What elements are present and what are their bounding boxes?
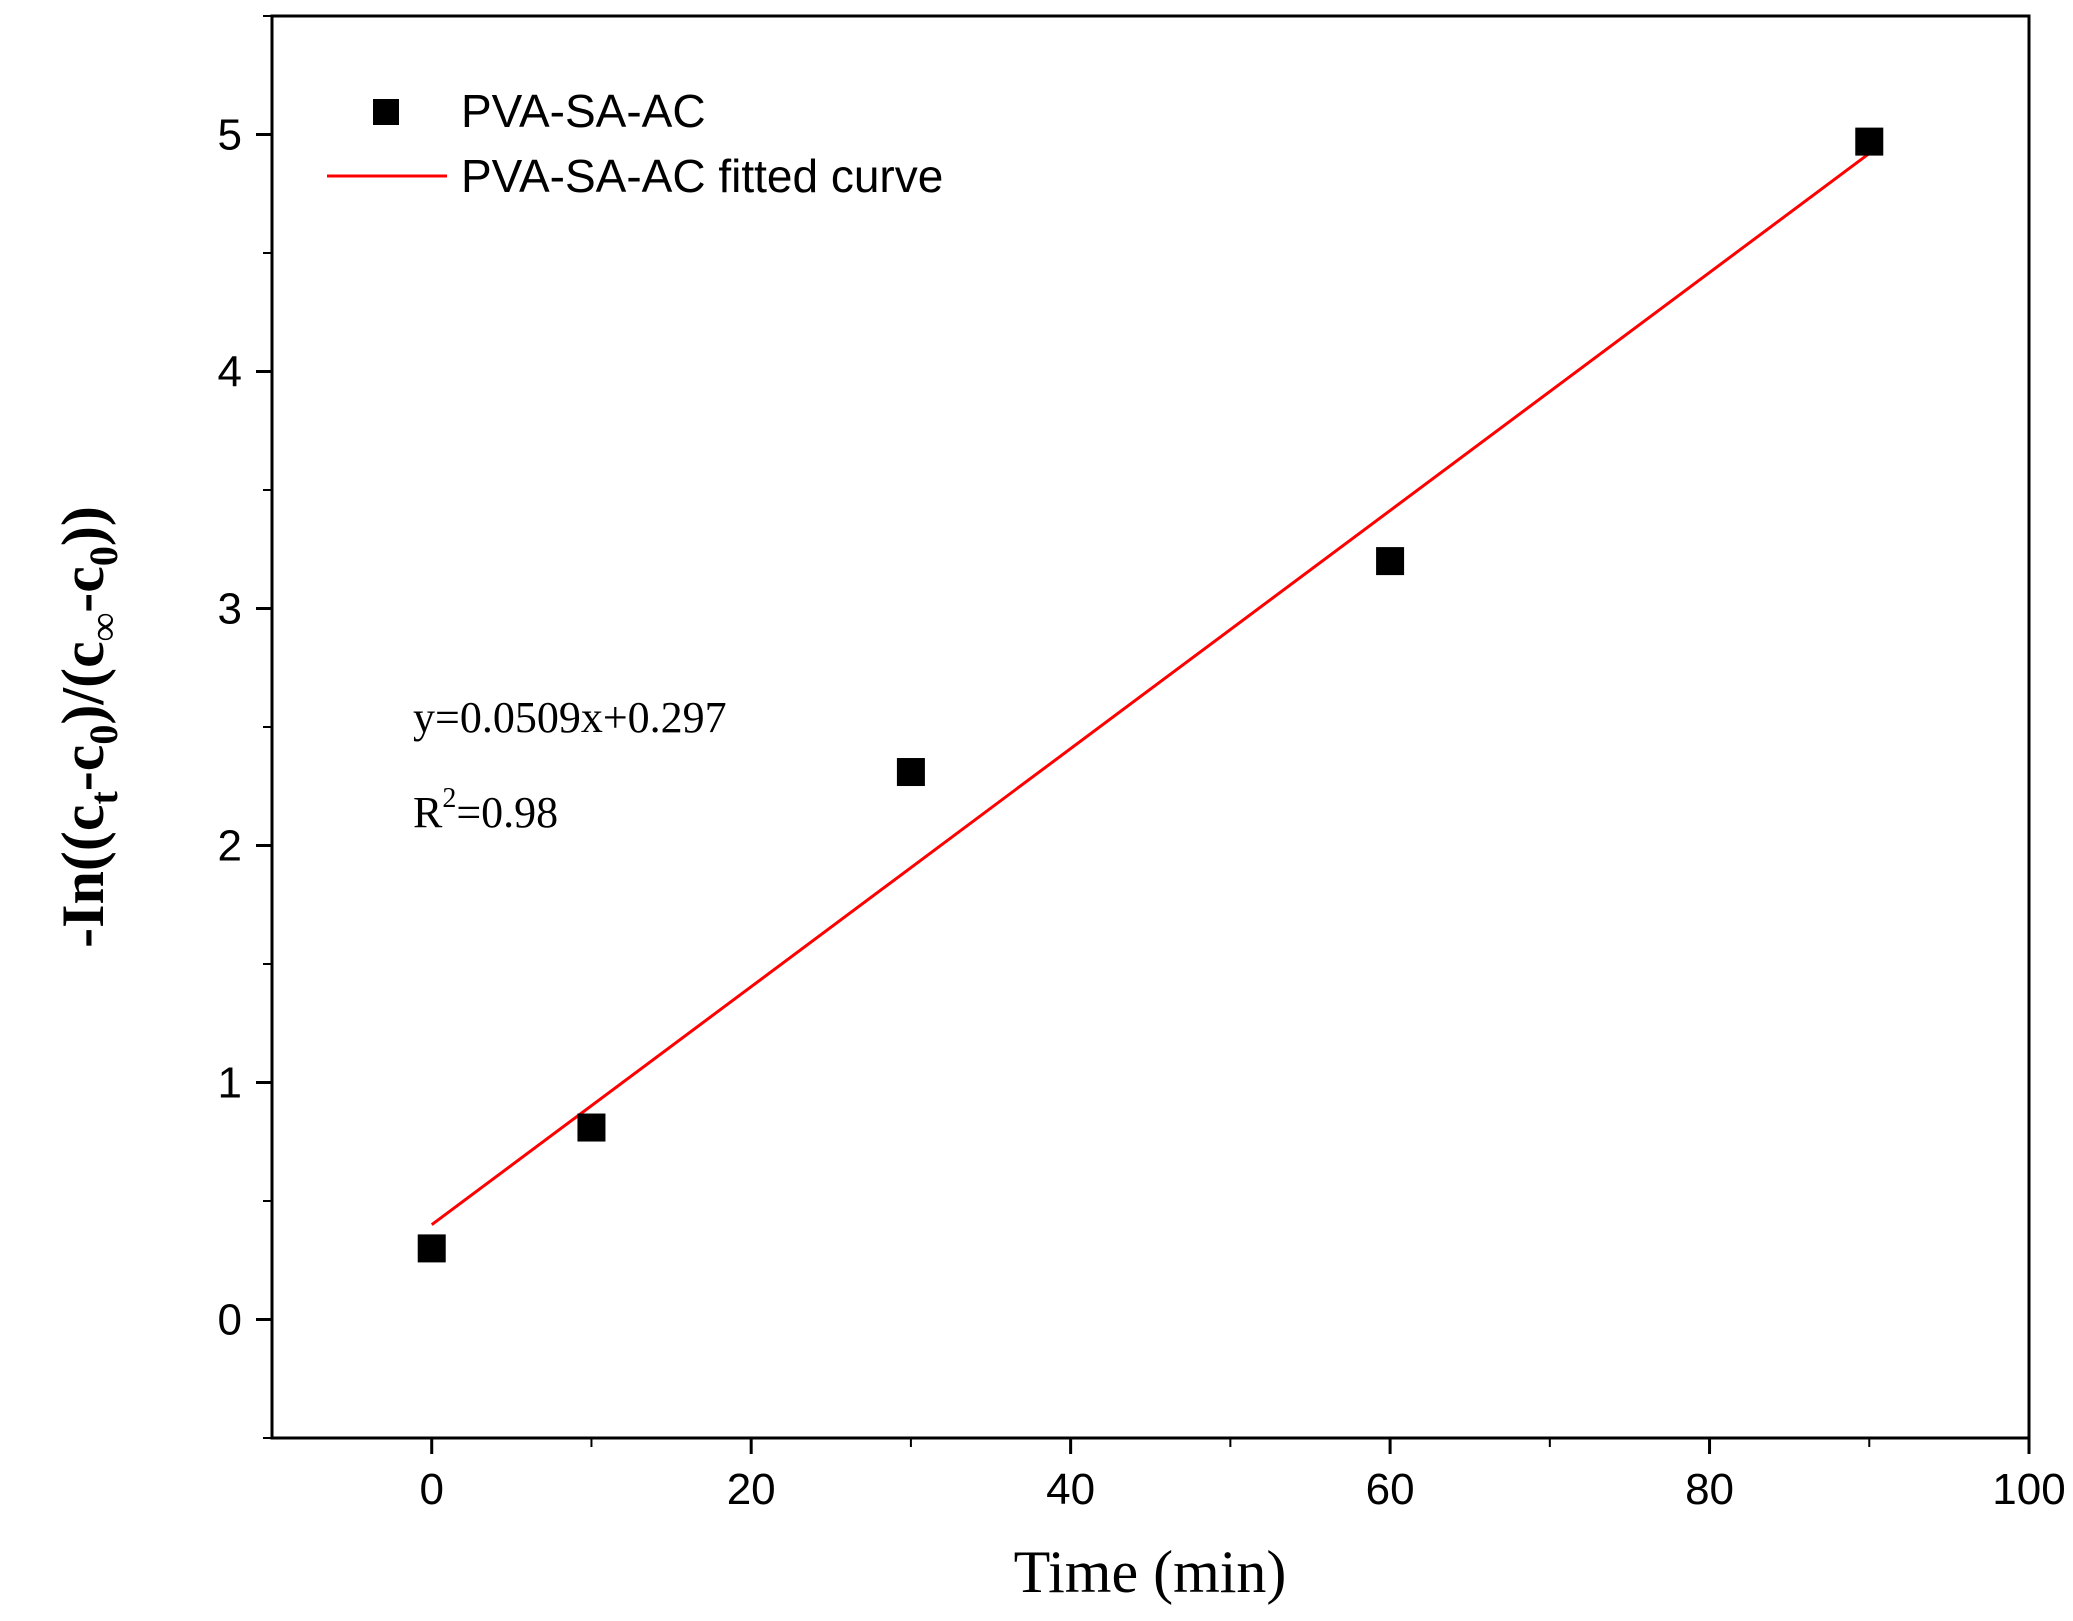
data-point bbox=[577, 1113, 606, 1142]
y-title-mid2: )/(c bbox=[50, 641, 116, 724]
y-title-prefix: -In((c bbox=[50, 805, 116, 948]
x-axis-title: Time (min) bbox=[1014, 1539, 1287, 1605]
x-tick-label: 60 bbox=[1366, 1465, 1415, 1514]
y-title-sub3: ∞ bbox=[81, 613, 126, 642]
y-title-sub2: 0 bbox=[81, 725, 126, 745]
y-title-suffix: )) bbox=[50, 506, 116, 546]
legend-label-fit: PVA-SA-AC fitted curve bbox=[461, 150, 943, 202]
axis-tick-labels: 0 20 40 60 80 100 0 1 2 3 4 5 bbox=[218, 111, 2066, 1515]
y-tick-label: 3 bbox=[218, 585, 242, 634]
y-tick-label: 4 bbox=[218, 348, 242, 397]
r-squared-prefix: R bbox=[413, 788, 443, 837]
y-tick-label: 5 bbox=[218, 111, 242, 160]
r-squared-suffix: =0.98 bbox=[456, 788, 558, 837]
x-tick-label: 40 bbox=[1046, 1465, 1095, 1514]
legend-marker-square bbox=[373, 99, 399, 125]
r-squared-sup: 2 bbox=[442, 783, 456, 814]
y-tick-label: 2 bbox=[218, 822, 242, 871]
axis-ticks bbox=[256, 15, 2031, 1454]
x-tick-label: 80 bbox=[1685, 1465, 1734, 1514]
y-title-sub4: 0 bbox=[81, 546, 126, 566]
legend-label-points: PVA-SA-AC bbox=[461, 85, 706, 137]
data-point bbox=[896, 758, 925, 787]
x-tick-label: 20 bbox=[727, 1465, 776, 1514]
y-title-mid3: -c bbox=[50, 566, 116, 613]
x-tick-label: 100 bbox=[1992, 1465, 2065, 1514]
data-point bbox=[1855, 127, 1884, 156]
x-tick-label: 0 bbox=[419, 1465, 443, 1514]
y-axis-title: -In((ct-c0)/(c∞-c0)) bbox=[50, 506, 126, 948]
fit-layer bbox=[430, 152, 1871, 1226]
fit-equation: y=0.0509x+0.297 bbox=[413, 693, 727, 742]
y-tick-label: 0 bbox=[218, 1296, 242, 1345]
data-point bbox=[417, 1234, 446, 1263]
y-tick-label: 1 bbox=[218, 1059, 242, 1108]
y-title-mid1: -c bbox=[50, 745, 116, 792]
r-squared: R2=0.98 bbox=[413, 783, 558, 837]
y-title-sub1: t bbox=[81, 791, 126, 805]
legend: PVA-SA-AC PVA-SA-AC fitted curve bbox=[327, 85, 943, 202]
fitted-line bbox=[430, 152, 1871, 1226]
points-layer bbox=[417, 127, 1884, 1263]
data-point bbox=[1376, 547, 1405, 576]
